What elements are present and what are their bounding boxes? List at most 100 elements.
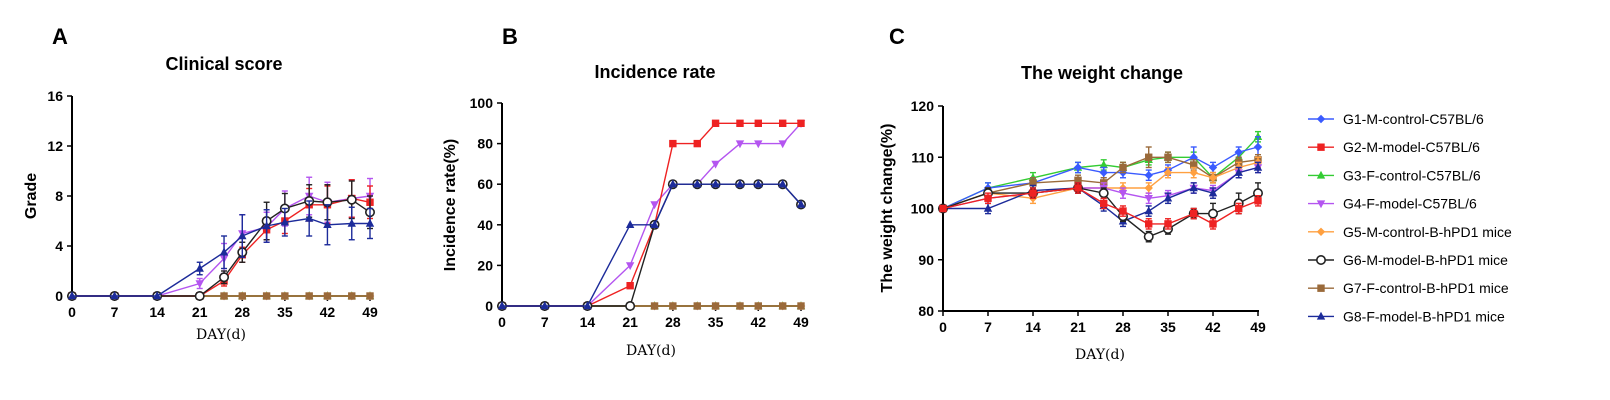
data-point	[711, 179, 720, 188]
data-point	[323, 220, 332, 228]
data-point	[693, 139, 701, 148]
data-point	[1099, 160, 1108, 169]
y-axis-label: Grade	[23, 173, 40, 219]
data-point	[778, 179, 787, 188]
series-g8	[67, 200, 375, 300]
data-point	[693, 302, 701, 310]
legend-item-g7: G7-F-control-B-hPD1 mice	[1308, 280, 1509, 296]
series-g6	[496, 179, 806, 311]
data-point	[1190, 209, 1198, 218]
x-tick-label: 7	[984, 319, 992, 335]
x-tick-label: 28	[665, 314, 681, 330]
y-tick-label: 40	[477, 217, 493, 233]
x-tick-label: 35	[708, 314, 724, 330]
legend-label: G2-M-model-C57BL/6	[1343, 139, 1480, 155]
legend-marker	[1317, 284, 1325, 292]
data-point	[1253, 142, 1263, 152]
data-point	[1209, 220, 1217, 228]
x-tick-label: 0	[498, 314, 506, 330]
y-axis-label: The weight change(%)	[879, 124, 896, 293]
data-point	[1144, 195, 1153, 203]
legend-item-g6: G6-M-model-B-hPD1 mice	[1308, 252, 1508, 268]
y-tick-label: 8	[55, 188, 63, 204]
legend-item-g8: G8-F-model-B-hPD1 mice	[1308, 308, 1505, 324]
data-point	[347, 218, 356, 227]
data-point	[1118, 189, 1128, 198]
series-line	[942, 187, 1259, 225]
data-point	[669, 139, 677, 148]
data-point	[262, 221, 271, 230]
y-tick-label: 80	[918, 303, 934, 319]
data-point	[650, 201, 659, 210]
chart-panel-b: B Incidence rate 0 7 14 21 28 35 42 49 0 20 40 60 80 10…	[442, 24, 809, 359]
chart-panel-c: C The weight change 0 7 14 21 28 35 42 49 80 90 100 1…	[879, 24, 1266, 363]
data-point	[735, 179, 745, 188]
x-axis-label: DAY(d)	[626, 343, 676, 359]
series-g4	[497, 120, 806, 311]
data-point	[1208, 188, 1218, 197]
y-tick-label: 20	[477, 257, 493, 273]
data-point	[736, 302, 744, 310]
data-point	[1163, 193, 1173, 202]
data-point	[1143, 231, 1154, 242]
data-point	[238, 231, 247, 240]
data-point	[348, 292, 356, 300]
legend-label: G7-F-control-B-hPD1 mice	[1343, 280, 1509, 296]
y-tick-label: 100	[911, 201, 935, 217]
series-g2	[939, 182, 1262, 230]
data-point	[1028, 173, 1038, 181]
data-point	[1253, 132, 1263, 140]
data-point	[1234, 167, 1243, 176]
data-point	[304, 213, 314, 222]
data-point	[693, 179, 702, 188]
data-point	[195, 280, 204, 289]
x-tick-label: 14	[149, 304, 165, 320]
data-point	[735, 140, 745, 149]
data-point	[1029, 179, 1037, 187]
data-point	[797, 302, 805, 310]
data-point	[1073, 163, 1083, 172]
legend-item-g2: G2-M-model-C57BL/6	[1308, 139, 1480, 155]
panel-label: B	[502, 24, 518, 49]
chart-panel-a: A Clinical score 0 7 14 21 28 35 42 49 0 4 8 12 16 DAY(…	[23, 24, 378, 343]
x-tick-label: 0	[939, 319, 947, 335]
data-point	[1254, 197, 1262, 205]
x-tick-label: 49	[1250, 319, 1266, 335]
data-point	[983, 203, 993, 212]
data-point	[1074, 184, 1082, 192]
x-tick-label: 14	[580, 314, 596, 330]
data-point	[219, 247, 229, 256]
x-tick-label: 14	[1025, 319, 1041, 335]
legend-item-g5: G5-M-control-B-hPD1 mice	[1308, 224, 1512, 240]
series-g8	[497, 179, 806, 310]
x-tick-label: 28	[234, 304, 250, 320]
data-point	[67, 291, 77, 300]
legend-label: G5-M-control-B-hPD1 mice	[1343, 224, 1512, 240]
y-tick-label: 4	[55, 238, 63, 254]
y-tick-label: 90	[918, 252, 934, 268]
data-point	[1164, 220, 1172, 228]
data-point	[711, 119, 720, 127]
data-point	[219, 272, 230, 283]
x-tick-label: 21	[622, 314, 638, 330]
data-point	[1145, 153, 1153, 161]
legend-item-g3: G3-F-control-C57BL/6	[1308, 167, 1481, 183]
legend-label: G3-F-control-C57BL/6	[1343, 167, 1481, 183]
data-point	[1208, 173, 1218, 182]
x-tick-label: 21	[1070, 319, 1086, 335]
data-point	[323, 292, 332, 300]
data-point	[778, 302, 787, 310]
y-axis-label: Incidence rate(%)	[442, 139, 459, 271]
data-point	[583, 301, 592, 310]
data-point	[1100, 199, 1108, 208]
x-tick-label: 35	[1160, 319, 1176, 335]
x-tick-label: 28	[1115, 319, 1131, 335]
series-line	[72, 217, 370, 297]
data-point	[1164, 153, 1172, 161]
legend-item-g1: G1-M-control-C57BL/6	[1308, 111, 1484, 127]
series-line	[942, 156, 1259, 210]
legend-marker	[1316, 255, 1327, 266]
legend-label: G8-F-model-B-hPD1 mice	[1343, 308, 1505, 324]
data-point	[238, 292, 246, 300]
data-point	[1119, 163, 1127, 172]
